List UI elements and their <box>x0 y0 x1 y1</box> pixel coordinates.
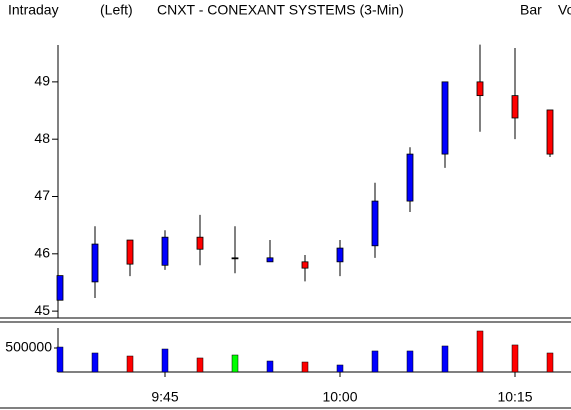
x-tick-label: 9:45 <box>151 389 178 405</box>
candle-body <box>231 257 239 260</box>
volume-bar <box>546 352 554 373</box>
candle-body <box>441 81 449 155</box>
candle-body <box>406 153 414 202</box>
chart-title: CNXT - CONEXANT SYSTEMS (3-Min) <box>157 2 404 18</box>
candle-body <box>476 81 484 97</box>
y-tick-label: 46 <box>34 245 50 261</box>
volume-bar <box>476 330 484 373</box>
volume-bar <box>196 357 204 373</box>
y-tick-label: 49 <box>34 73 50 89</box>
candle-body <box>91 243 99 283</box>
volume-bar <box>441 345 449 373</box>
volume-bar <box>406 350 414 373</box>
volume-bar <box>91 352 99 373</box>
volume-tick-label: 500000 <box>5 339 52 355</box>
volume-bar <box>56 346 64 373</box>
volume-bar <box>336 364 344 373</box>
header-indicator: Vo <box>558 2 571 18</box>
candle-body <box>371 200 379 247</box>
header-label: Intraday <box>8 2 59 18</box>
y-tick-label: 47 <box>34 187 50 203</box>
y-tick-label: 48 <box>34 130 50 146</box>
volume-bar <box>371 350 379 373</box>
volume-bar <box>161 348 169 373</box>
volume-bar <box>301 361 309 373</box>
header-style: Bar <box>520 2 542 18</box>
candle-body <box>511 95 519 119</box>
volume-bar <box>266 360 274 373</box>
y-tick-label: 45 <box>34 302 50 318</box>
header-side: (Left) <box>100 2 133 18</box>
candle-body <box>266 257 274 263</box>
x-tick-label: 10:00 <box>322 389 357 405</box>
candle-body <box>56 275 64 301</box>
candle-body <box>301 261 309 269</box>
volume-bar <box>511 344 519 373</box>
candle-body <box>196 236 204 250</box>
candle-body <box>336 247 344 263</box>
x-tick-label: 10:15 <box>497 389 532 405</box>
volume-bar <box>231 354 239 373</box>
candle-body <box>161 236 169 266</box>
volume-bar <box>126 355 134 373</box>
candle-body <box>546 109 554 155</box>
candle-body <box>126 239 134 265</box>
